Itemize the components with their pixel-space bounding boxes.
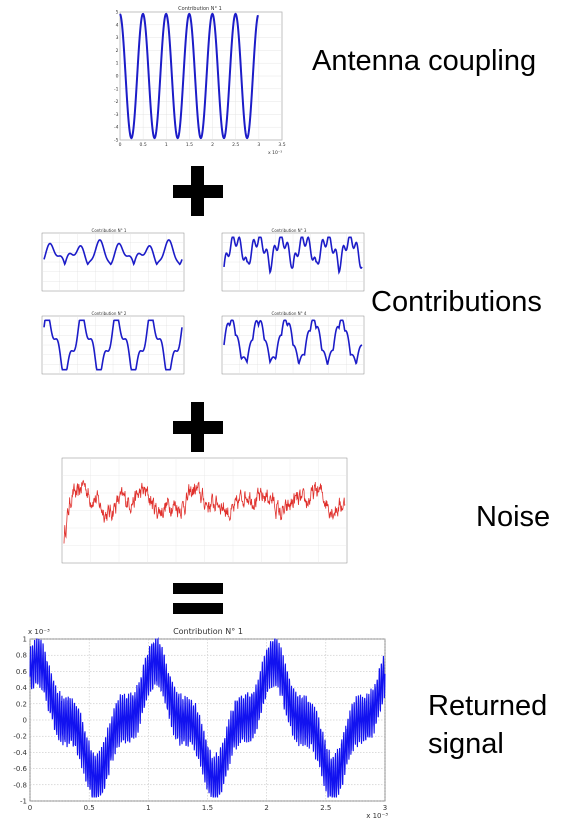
y-tick-label: -2 [114,99,119,105]
x-tick-label: 2 [211,142,214,148]
contribution-plot-4-line [223,319,363,365]
x-tick-label: 0 [119,142,122,148]
contribution-plot-2-title: Contribution N° 2 [92,311,127,316]
contribution-plot-3-title: Contribution N° 3 [272,228,307,233]
x-tick-label: 1.5 [202,804,213,812]
y-tick-label: 0 [116,74,119,80]
returned-plot-x-exponent: x 10⁻³ [366,812,388,820]
y-tick-label: -4 [114,125,119,131]
y-tick-label: -0.2 [13,733,27,741]
antenna-signal-line [119,12,259,140]
contributions-label: Contributions [371,286,542,318]
x-tick-label: 1.5 [186,142,193,148]
y-tick-label: -5 [114,138,119,144]
antenna-plot-title: Contribution N° 1 [178,6,222,12]
x-tick-label: 3 [383,804,387,812]
contribution-plot-3-line [223,236,363,275]
x-tick-label: 1 [146,804,150,812]
antenna-coupling-plot: Contribution N° 1 5 4 3 2 1 0 -1 -2 -3 -4 -5 0 0.5 1… [114,6,286,156]
y-tick-label: 0 [23,717,27,725]
returned-signal-plot: Contribution N° 1 x 10⁻³ 10.80.60.40.20-… [13,627,388,820]
x-tick-label: 3 [257,142,260,148]
contribution-plot-2: Contribution N° 2 [41,311,185,375]
antenna-plot-x-exponent: x 10⁻³ [268,150,282,156]
noise-plot [61,457,348,564]
antenna-plot-yticks: 5 4 3 2 1 0 -1 -2 -3 -4 -5 [114,10,119,144]
y-tick-label: 0.8 [16,652,27,660]
noise-line [63,479,346,544]
y-tick-label: -1 [114,86,119,92]
y-tick-label: -0.6 [13,765,27,773]
noise-label: Noise [476,501,551,533]
plus-vertical-bar [191,402,204,452]
y-tick-label: 3 [116,35,119,41]
x-tick-label: 0.5 [84,804,95,812]
contribution-plot-2-line [43,319,183,371]
y-tick-label: -1 [20,798,27,806]
plus-vertical-bar [191,166,204,216]
antenna-coupling-label: Antenna coupling [312,45,537,77]
y-tick-label: 0.4 [16,684,28,692]
returned-label-line-1: Returned [428,690,548,722]
x-tick-label: 0.5 [140,142,147,148]
contribution-plot-4-title: Contribution N° 4 [272,311,307,316]
antenna-plot-grid [119,11,283,141]
x-tick-label: 2.5 [232,142,239,148]
y-tick-label: 1 [116,61,119,67]
x-tick-label: 2.5 [320,804,331,812]
contribution-plot-3: Contribution N° 3 [221,228,365,292]
returned-label-line-2: signal [428,728,504,760]
x-tick-label: 2 [264,804,268,812]
returned-plot-xticks: 0 0.5 1 1.5 2 2.5 3 [28,804,387,812]
returned-signal-line [29,636,386,798]
contribution-plot-1-grid [42,233,184,291]
x-tick-label: 0 [28,804,32,812]
contribution-plot-1-title: Contribution N° 1 [92,228,127,233]
equals-bottom-bar [173,603,223,614]
antenna-plot-xticks: 0 0.5 1 1.5 2 2.5 3 3.5 [119,142,286,148]
contribution-plot-2-grid [42,316,184,374]
x-tick-label: 1 [165,142,168,148]
returned-plot-title: Contribution N° 1 [173,627,243,636]
y-tick-label: -3 [114,112,119,118]
y-tick-label: 0.2 [16,700,27,708]
y-tick-label: -0.8 [13,781,27,789]
y-tick-label: -0.4 [13,749,27,757]
contribution-plot-4: Contribution N° 4 [221,311,365,375]
y-tick-label: 4 [116,22,119,28]
x-tick-label: 3.5 [278,142,285,148]
contribution-plot-1-line [43,239,183,267]
returned-plot-yticks: 1 0.8 0.6 0.4 0.2 0 -0.2 -0.4 -0.6 -0.8 -1 [13,636,27,806]
y-tick-label: 5 [116,10,119,16]
y-tick-label: 0.6 [16,668,28,676]
returned-plot-y-exponent: x 10⁻³ [28,628,50,636]
y-tick-label: 2 [116,48,119,54]
returned-signal-label: Returned signal [428,687,547,763]
equals-top-bar [173,583,223,594]
contribution-plot-1: Contribution N° 1 [41,228,185,292]
y-tick-label: 1 [23,636,27,644]
